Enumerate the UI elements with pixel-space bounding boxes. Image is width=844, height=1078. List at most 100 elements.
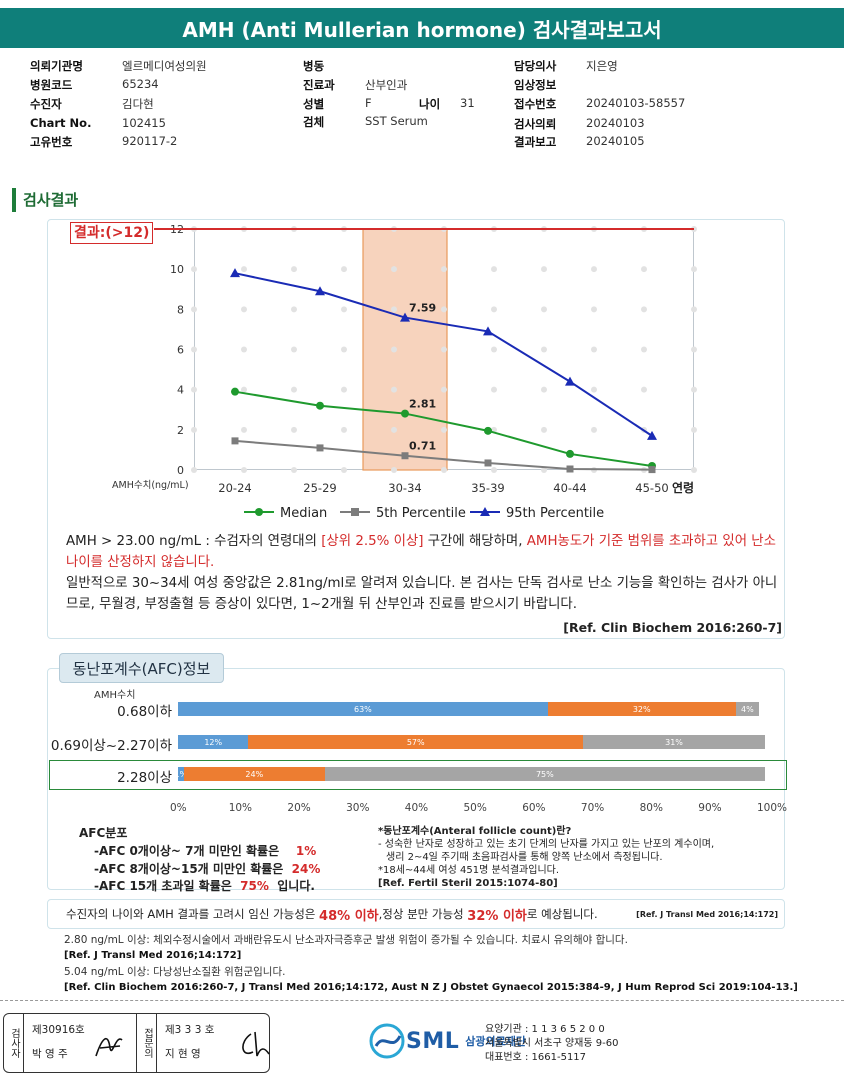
info-value: 102415 [122, 116, 166, 130]
series-line [234, 390, 653, 467]
grid-dot [441, 386, 447, 393]
note-line-1: AMH > 23.00 ng/mL : 수검자의 연령대의 [상위 2.5% 이… [66, 534, 776, 570]
grid-dot [591, 346, 597, 353]
afc-axis-tick: 30% [346, 802, 370, 814]
data-point [231, 437, 239, 445]
data-label: 2.81 [409, 398, 436, 411]
grid-dot [241, 346, 247, 353]
info-label: 진료과 [303, 78, 335, 92]
series-line [234, 439, 653, 471]
afc-dist-title: AFC분포 [79, 826, 128, 840]
grid-dot [691, 467, 697, 473]
signature-label: 접문의 [137, 1014, 157, 1072]
divider [0, 1000, 844, 1001]
afc-axis-tick: 60% [522, 802, 546, 814]
sml-logo: SML 삼광의료재단 [368, 1022, 526, 1060]
info-label: 접수번호 [514, 97, 557, 111]
grid-dot [391, 346, 397, 353]
afc-axis-tick: 10% [228, 802, 253, 814]
grid-dot [291, 306, 297, 313]
afc-definition: *동난포계수(Anteral follicle count)란? - 성숙한 난… [378, 826, 715, 889]
afc-segment: 75% [324, 767, 765, 781]
info-label: 검체 [303, 115, 325, 129]
grid-dot [591, 386, 597, 393]
grid-dot [341, 426, 347, 433]
x-tick-label: 20-24 [218, 481, 251, 495]
info-label: 담당의사 [514, 59, 557, 73]
afc-segment: 63% [178, 702, 548, 716]
afc-segment: 32% [547, 702, 736, 716]
grid-dot [591, 266, 597, 273]
info-value: 20240103 [586, 116, 645, 130]
signature-box: 검사자 제30916호 박 영 주 접문의 제3 3 3 호 지 현 영 [3, 1013, 270, 1073]
grid-dot [491, 306, 497, 313]
info-value: 20240105 [586, 134, 645, 148]
info-label: 병동 [303, 59, 325, 73]
afc-highlight-row [49, 760, 787, 790]
afc-axis-tick: 20% [287, 802, 311, 814]
data-point [483, 326, 493, 336]
afc-axis-tick: 70% [580, 802, 605, 814]
highlight-band [362, 228, 448, 471]
grid-dot [341, 266, 347, 273]
result-flag: 결과:(>12) [70, 222, 154, 244]
info-label: 수진자 [30, 97, 62, 111]
data-point [401, 409, 409, 418]
data-point [484, 459, 492, 467]
signature-col: 제30916호 박 영 주 [24, 1014, 137, 1072]
x-tick-label: 40-44 [553, 481, 586, 495]
info-value: 920117-2 [122, 134, 178, 148]
grid-dot [541, 346, 547, 353]
info-value: 지은영 [586, 59, 618, 73]
grid-dot [491, 346, 497, 353]
info-value: 20240103-58557 [586, 96, 686, 110]
data-point [316, 401, 324, 410]
y-tick-label: 6 [177, 344, 184, 357]
chart-panel [47, 219, 785, 639]
afc-axis-tick: 50% [463, 802, 487, 814]
afc-segment: 4% [735, 702, 760, 716]
footnotes: 2.80 ng/mL 이상: 체외수정시술에서 과배란유도시 난소과자극증후군 … [64, 932, 798, 996]
grid-dot [191, 426, 197, 433]
grid-dot [441, 306, 447, 313]
grid-dot [191, 266, 197, 273]
data-point [231, 387, 239, 396]
grid-dot [441, 346, 447, 353]
grid-dot [341, 306, 347, 313]
data-point [484, 426, 492, 435]
data-point [230, 268, 240, 278]
info-value: F [365, 96, 372, 110]
grid-dot [541, 266, 547, 273]
afc-dist-line: -AFC 15개 초과일 확률은 75% 입니다. [94, 879, 315, 893]
grid-dot [541, 386, 547, 393]
y-axis-label: AMH수치(ng/mL) [112, 479, 189, 491]
afc-axis-tick: 80% [639, 802, 663, 814]
pregnancy-estimate: 수진자의 나이와 AMH 결과를 고려시 임신 가능성은 48% 이하 ,정상 … [47, 899, 785, 929]
signature-scribble [242, 1031, 270, 1057]
grid-dot [291, 386, 297, 393]
info-label: 의뢰기관명 [30, 59, 83, 73]
y-tick-label: 8 [177, 303, 184, 316]
grid-dot [191, 386, 197, 393]
grid-dot [341, 467, 347, 473]
grid-dot [691, 426, 697, 433]
footnote-ref: [Ref. Clin Biochem 2016:260-7, J Transl … [64, 982, 798, 993]
grid-dot [341, 386, 347, 393]
data-point [566, 465, 574, 473]
afc-bar: 1%24%75% [178, 767, 765, 781]
signature-col: 제3 3 3 호 지 현 영 [157, 1014, 270, 1072]
grid-dot [491, 266, 497, 273]
grid-dot [541, 467, 547, 473]
grid-dot [541, 306, 547, 313]
info-label: 임상정보 [514, 78, 557, 92]
y-tick-label: 4 [177, 384, 184, 397]
data-point [400, 312, 410, 322]
grid-dot [241, 426, 247, 433]
grid-dot [291, 346, 297, 353]
grid-dot [541, 426, 547, 433]
data-point [401, 452, 409, 460]
sml-logo-icon [369, 1023, 405, 1059]
data-point [315, 286, 325, 296]
afc-axis-tick: 90% [698, 802, 722, 814]
info-label: 병원코드 [30, 78, 73, 92]
